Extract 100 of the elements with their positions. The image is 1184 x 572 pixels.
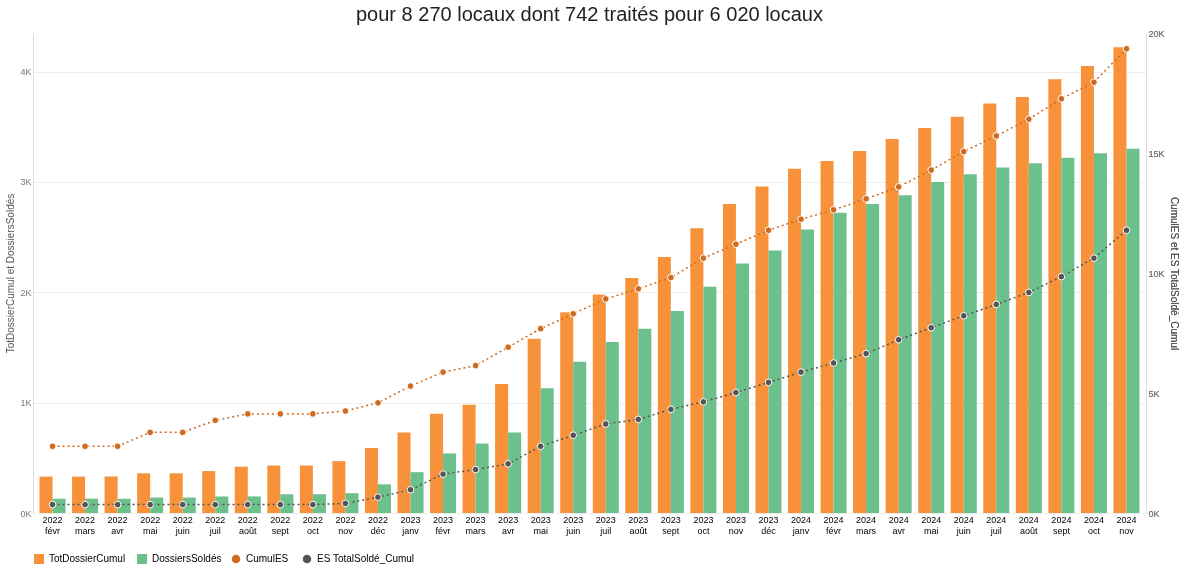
x-tick-label: 2023 déc [758,514,779,536]
x-tick-label: 2023 sept [660,514,681,536]
bar [755,186,769,513]
point [48,500,57,509]
bar [234,466,248,513]
bar [703,286,717,513]
bar [1080,66,1094,513]
point [211,416,220,425]
point [406,485,415,494]
bar [1048,79,1062,513]
y-tick-label: 2K [20,287,32,298]
bar [527,338,541,513]
point [829,359,838,367]
bar [72,476,86,513]
legend-label: ES TotalSoldé_Cumul [317,553,415,564]
bar [475,443,489,513]
point [1057,272,1066,281]
point [81,500,89,509]
point [243,410,252,418]
x-tick-label: 2024 nov [1116,514,1137,536]
bar [410,472,424,513]
bar [508,432,522,513]
point [178,500,187,509]
bar [853,151,867,513]
point [959,311,968,320]
bar [1113,47,1127,513]
point [732,240,740,249]
point [829,206,838,214]
bar [885,138,899,513]
point [797,215,805,224]
point [764,226,773,235]
x-tick-label: 2023 janv [400,514,421,536]
bar [820,161,834,513]
point [862,349,870,358]
bar [898,195,912,513]
point [569,431,578,440]
chart-title: pour 8 270 locaux dont 742 traités pour 6 020 locaux [356,3,823,25]
y-axis-title: TotDossierCumul et DossiersSoldés [5,193,17,354]
bar [950,116,964,513]
point [276,410,285,418]
bar [377,484,391,513]
bar [299,465,313,513]
point [601,295,610,303]
bar [495,383,509,513]
x-tick-label: 2022 juil [205,514,226,536]
bar [983,103,997,513]
bar [540,388,554,513]
bar [560,312,574,513]
x-tick-label: 2023 juil [595,514,616,536]
point [992,132,1001,140]
point [536,324,545,333]
bar [443,453,457,513]
bar [788,168,802,513]
point [667,273,675,282]
bar [573,361,587,513]
y2-tick-label: 20K [1148,28,1165,39]
point [764,378,773,387]
point [634,284,643,293]
y-tick-label: 3K [20,177,32,188]
y-tick-label: 1K [20,398,32,409]
x-tick-label: 2022 févr [42,514,63,536]
x-tick-label: 2024 août [1018,514,1039,536]
x-tick-label: 2022 oct [302,514,323,536]
legend-label: TotDossierCumul [49,553,126,564]
point [276,500,285,509]
bar [267,465,281,513]
x-tick-label: 2023 mai [530,514,551,536]
point [439,368,447,376]
point [146,428,155,437]
point [341,499,350,508]
x-tick-label: 2023 mars [465,514,487,536]
bar [1061,157,1075,513]
point [1057,94,1066,103]
bar [638,328,652,513]
legend-label: CumulES [246,553,289,564]
bar [169,473,183,513]
point [504,343,512,352]
point [113,442,122,451]
point [1090,78,1098,87]
y2-tick-label: 15K [1148,148,1165,159]
point [992,300,1001,309]
x-tick-label: 2023 juin [563,514,584,536]
x-tick-label: 2022 mars [75,514,96,536]
point [504,459,512,468]
legend-label: DossiersSoldés [152,553,222,564]
point [48,442,57,451]
x-tick-label: 2022 juin [172,514,193,536]
bar [670,311,684,513]
point [959,147,968,156]
bar [462,404,476,513]
point [471,465,480,474]
point [1090,254,1098,262]
point [699,398,708,406]
bar [768,250,782,513]
bar [735,263,749,513]
y-tick-label: 0K [20,508,32,519]
bar [931,181,945,513]
bar [625,277,639,513]
bar [1126,148,1140,513]
point [601,420,610,428]
